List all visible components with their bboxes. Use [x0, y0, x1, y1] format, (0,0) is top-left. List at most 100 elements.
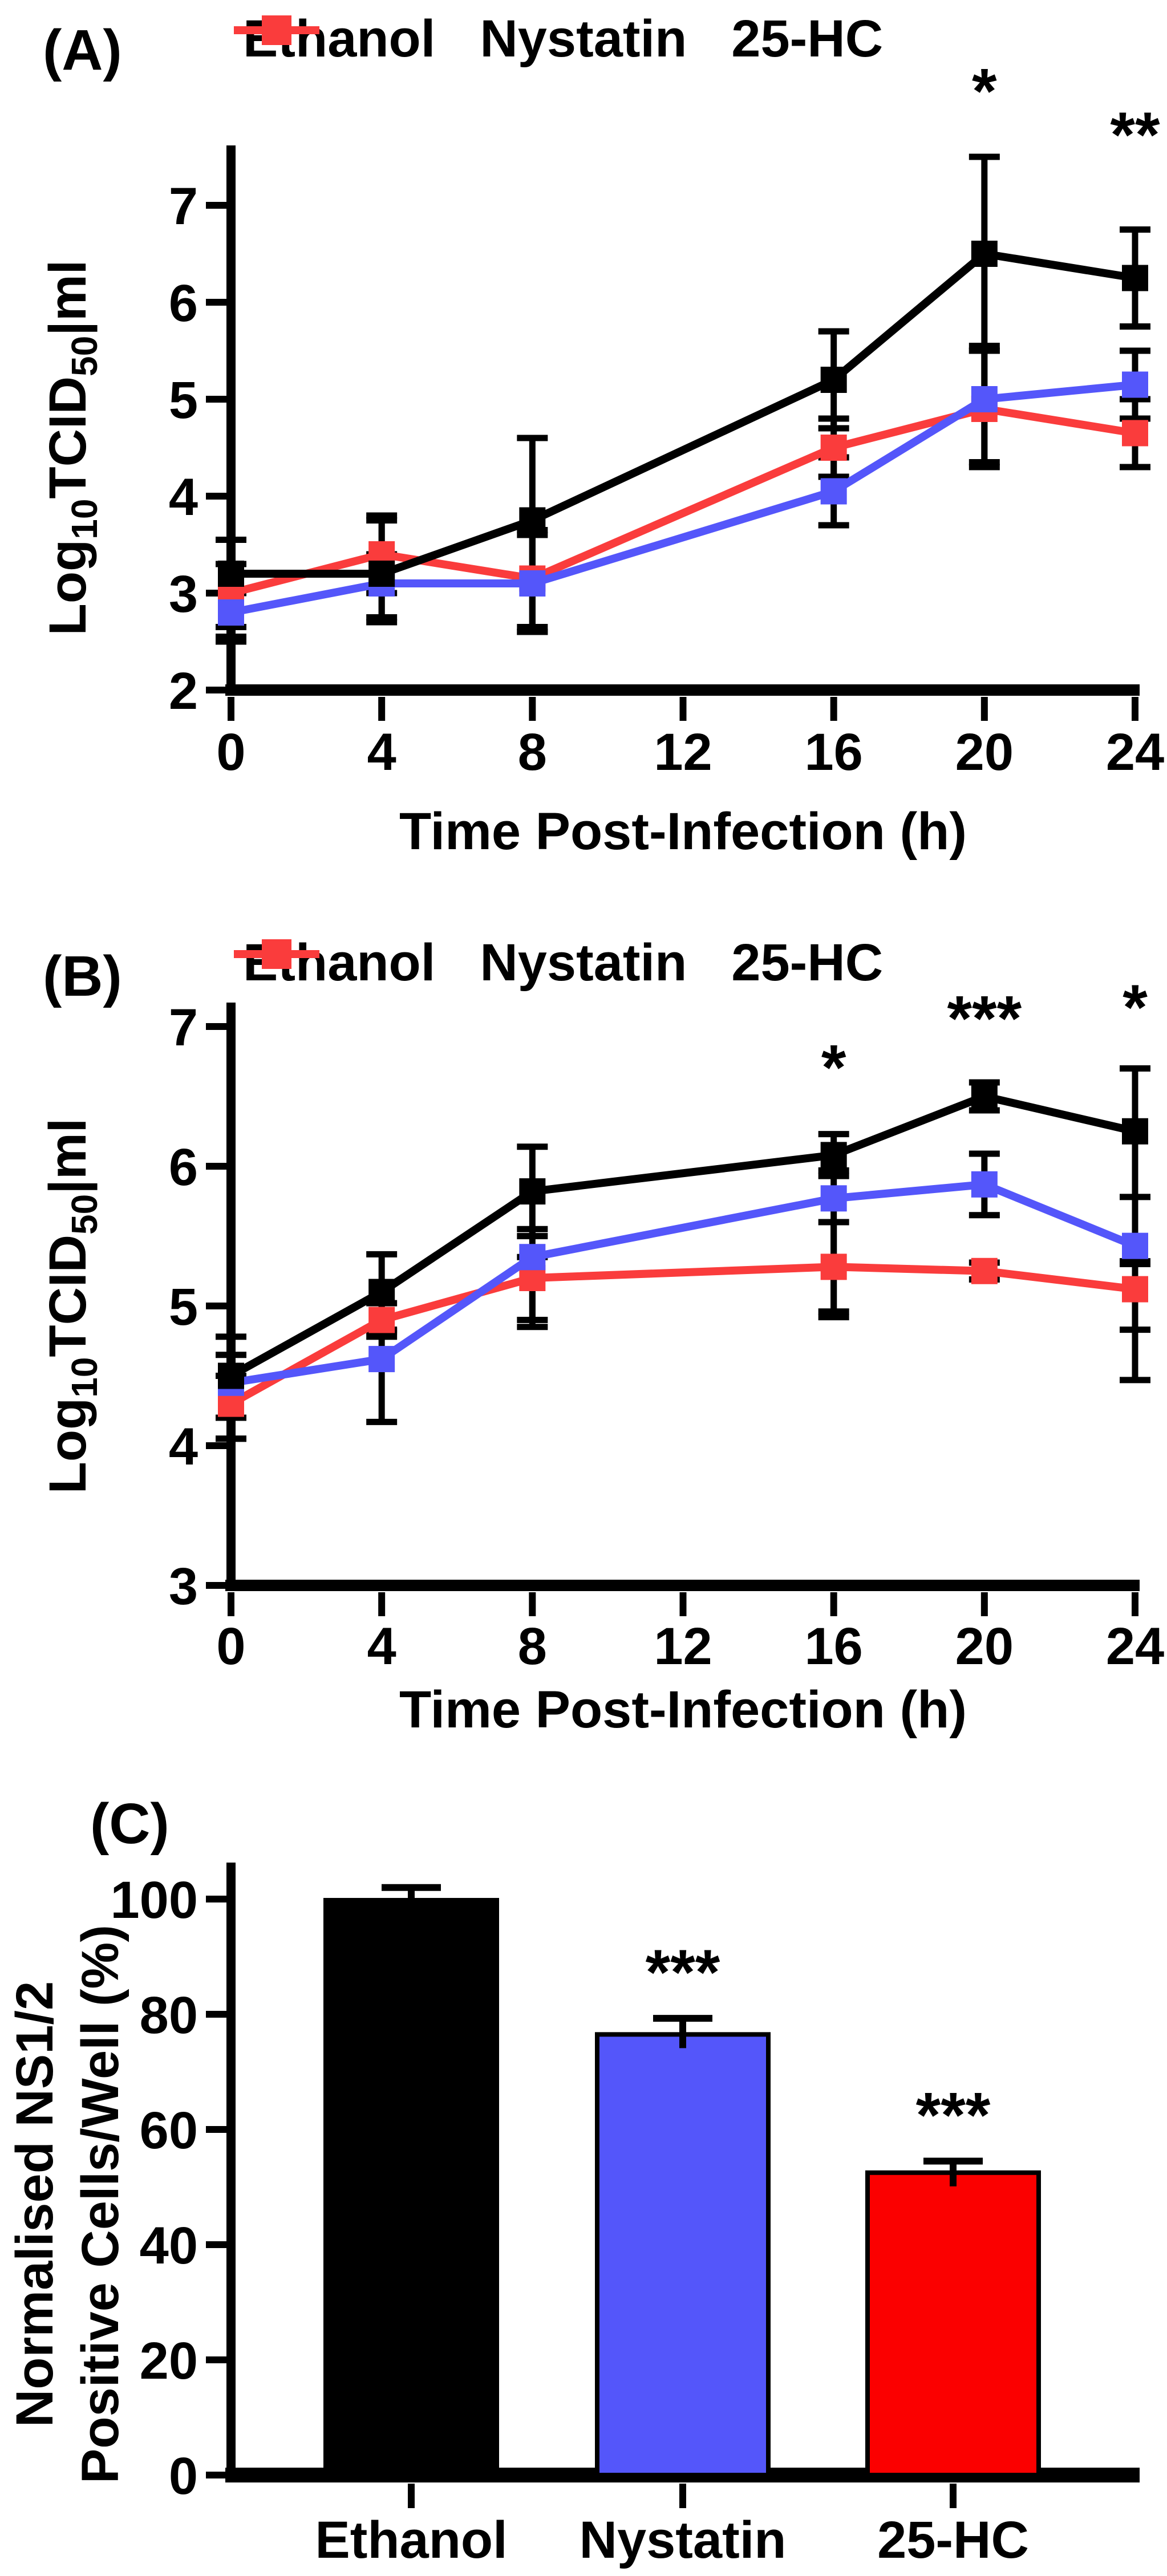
marker-ethanol-0h	[218, 561, 244, 587]
marker-25-hc-16h	[820, 1253, 847, 1280]
marker-25-hc-20h	[971, 1257, 998, 1284]
y-tick-label-2: 2	[169, 662, 198, 720]
significance-20h: *	[972, 56, 997, 127]
legend-label-25-hc: 25-HC	[731, 10, 884, 68]
marker-25-hc-16h	[820, 435, 847, 461]
marker-25-hc-24h	[1122, 420, 1148, 447]
x-tick-label-4h: 4	[367, 1617, 396, 1676]
line-25-hc	[229, 1263, 1136, 1407]
x-tick-label-12h: 12	[654, 723, 712, 781]
marker-nystatin-0h	[218, 599, 244, 626]
legend-marker-25-hc-icon	[234, 939, 319, 969]
line-nystatin	[230, 1180, 1137, 1387]
panel-label-c: (C)	[90, 1792, 169, 1856]
x-tick-label-24h: 24	[1106, 723, 1164, 781]
marker-nystatin-4h	[368, 1346, 395, 1373]
marker-ethanol-24h	[1122, 265, 1148, 291]
significance-20h: ***	[947, 983, 1022, 1054]
marker-ethanol-20h	[971, 1083, 998, 1110]
y-tick-label-5: 5	[169, 371, 198, 429]
x-tick-label-16h: 16	[804, 1617, 862, 1676]
x-tick-label-0h: 0	[216, 723, 245, 781]
y-axis-title: Log10TCID50|ml	[39, 260, 105, 636]
x-category-label-nystatin: Nystatin	[580, 2511, 787, 2569]
y-tick-label-40: 40	[140, 2217, 198, 2275]
legend-marker-25-hc-icon	[234, 15, 319, 45]
x-axis-title-b: Time Post-Infection (h)	[399, 1681, 967, 1739]
marker-nystatin-20h	[971, 1171, 998, 1198]
line-ethanol	[229, 1092, 1136, 1380]
y-tick-label-60: 60	[140, 2102, 198, 2160]
y-tick-label-0: 0	[169, 2447, 198, 2505]
errorbars-nystatin	[216, 343, 1150, 645]
y-tick-label-20: 20	[140, 2332, 198, 2390]
y-axis-title-line-2: Positive Cells/Well (%)	[71, 1925, 129, 2484]
panel-c: 0 20 40 60 80 100 Normalised NS1/2 Positive Cel…	[6, 1863, 1140, 2569]
legend-label-25-hc: 25-HC	[731, 934, 884, 992]
legend-item-nystatin: Nystatin	[234, 13, 687, 65]
y-tick-label-7: 7	[169, 999, 198, 1057]
y-tick-label-5: 5	[169, 1278, 198, 1336]
marker-ethanol-4h	[368, 1279, 395, 1305]
y-tick-label-100: 100	[111, 1871, 198, 1929]
marker-nystatin-16h	[820, 478, 847, 505]
y-tick-label-4: 4	[169, 468, 198, 526]
marker-nystatin-24h	[1122, 371, 1148, 398]
line-nystatin	[230, 380, 1136, 616]
y-tick-label-3: 3	[169, 1557, 198, 1616]
legend-panel-a: Ethanol Nystatin 25-HC	[234, 13, 918, 65]
x-tick-label-24h: 24	[1106, 1617, 1164, 1676]
x-tick-label-12h: 12	[654, 1617, 712, 1676]
y-axis-title: Log10TCID50|ml	[39, 1118, 105, 1494]
marker-ethanol-16h	[820, 1142, 847, 1169]
x-category-label-25-hc: 25-HC	[877, 2511, 1029, 2569]
panel-label-b: (B)	[43, 944, 122, 1008]
marker-25-hc-24h	[1122, 1276, 1148, 1303]
x-category-label-ethanol: Ethanol	[315, 2511, 507, 2569]
x-tick-label-0h: 0	[216, 1617, 245, 1676]
significance-25-hc: ***	[916, 2080, 991, 2151]
legend-label-nystatin: Nystatin	[480, 934, 687, 992]
significance-16h: *	[821, 1032, 846, 1103]
y-tick-label-4: 4	[169, 1418, 198, 1476]
marker-ethanol-0h	[218, 1362, 244, 1389]
y-tick-label-3: 3	[169, 565, 198, 623]
marker-25-hc-4h	[368, 1307, 395, 1333]
x-tick-label-4h: 4	[367, 723, 396, 781]
significance-24h: *	[1123, 972, 1148, 1043]
legend-item-25-hc: 25-HC	[234, 10, 884, 68]
bar-ethanol	[323, 1898, 499, 2477]
marker-nystatin-20h	[971, 386, 998, 412]
y-tick-label-80: 80	[140, 1986, 198, 2044]
marker-ethanol-24h	[1122, 1118, 1148, 1145]
y-tick-label-7: 7	[169, 177, 198, 236]
y-tick-label-6: 6	[169, 274, 198, 332]
bar-nystatin	[595, 2032, 771, 2478]
line-ethanol	[231, 249, 1136, 578]
marker-ethanol-16h	[820, 367, 847, 393]
y-tick-label-6: 6	[169, 1138, 198, 1196]
marker-ethanol-20h	[971, 241, 998, 267]
x-tick-label-8h: 8	[518, 723, 547, 781]
x-axis-title-a: Time Post-Infection (h)	[399, 802, 967, 861]
marker-nystatin-24h	[1122, 1232, 1148, 1259]
line-25-hc	[230, 404, 1136, 597]
marker-ethanol-8h	[519, 1178, 546, 1205]
x-tick-label-16h: 16	[804, 723, 862, 781]
x-tick-label-8h: 8	[518, 1617, 547, 1676]
panel-label-a: (A)	[43, 18, 122, 82]
marker-nystatin-8h	[519, 570, 546, 597]
marker-ethanol-8h	[519, 507, 546, 534]
legend-item-nystatin: Nystatin	[234, 934, 687, 992]
bar-25-hc	[865, 2170, 1041, 2477]
x-tick-label-20h: 20	[955, 1617, 1014, 1676]
x-tick-label-20h: 20	[955, 723, 1014, 781]
y-axis-title-line-1: Normalised NS1/2	[6, 1981, 64, 2427]
legend-item-25-hc: 25-HC	[234, 934, 884, 992]
errorbars-ethanol	[216, 1065, 1150, 1442]
marker-nystatin-16h	[820, 1185, 847, 1212]
